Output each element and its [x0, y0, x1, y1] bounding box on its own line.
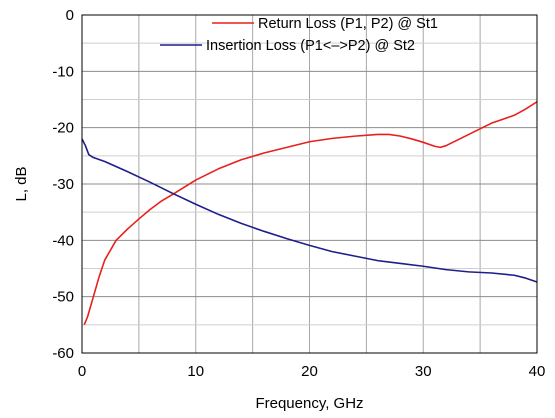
y-tick-labels: 0 -10 -20 -30 -40 -50 -60	[52, 7, 74, 362]
x-tick-label: 30	[415, 363, 432, 380]
legend-label-insertion-loss: Insertion Loss (P1<–>P2) @ St2	[206, 38, 415, 54]
x-tick-labels: 0 10 20 30 40	[78, 363, 546, 380]
y-tick-label: -20	[52, 120, 74, 137]
y-tick-label: -10	[52, 63, 74, 80]
x-tick-label: 40	[529, 363, 546, 380]
y-tick-label: -50	[52, 289, 74, 306]
x-tick-label: 0	[78, 363, 86, 380]
legend: Return Loss (P1, P2) @ St1 Insertion Los…	[160, 16, 438, 54]
y-tick-label: -30	[52, 176, 74, 193]
x-tick-label: 20	[301, 363, 318, 380]
x-axis-label: Frequency, GHz	[255, 395, 363, 412]
series-line-insertion-loss	[81, 138, 538, 283]
y-tick-label: -60	[52, 345, 74, 362]
y-tick-label: 0	[66, 7, 74, 24]
series-group	[81, 101, 538, 326]
plot-frame	[81, 14, 538, 354]
y-axis-label: L, dB	[13, 166, 30, 201]
grid	[82, 15, 537, 353]
legend-label-return-loss: Return Loss (P1, P2) @ St1	[258, 16, 438, 32]
y-tick-label: -40	[52, 232, 74, 249]
x-tick-label: 10	[187, 363, 204, 380]
series-line-return-loss	[83, 101, 538, 326]
